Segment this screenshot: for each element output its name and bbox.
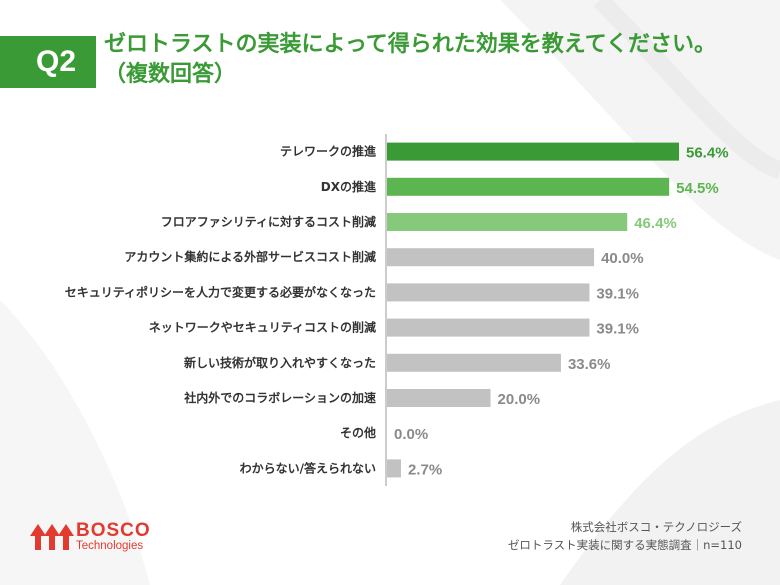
- source-note: 株式会社ボスコ・テクノロジーズ ゼロトラスト実装に関する実態調査｜n=110: [508, 518, 742, 554]
- bar: [387, 213, 628, 231]
- category-label: ネットワークやセキュリティコストの削減: [149, 320, 376, 335]
- title-line-1: ゼロトラストの実装によって得られた効果を教えてください。: [104, 32, 717, 57]
- bar: [387, 353, 561, 372]
- bar: [387, 248, 595, 267]
- category-label: フロアファシリティに対するコスト削減: [161, 214, 376, 229]
- bar: [387, 318, 590, 337]
- value-label: 33.6%: [568, 356, 611, 373]
- value-label: 46.4%: [634, 215, 677, 232]
- value-label: 20.0%: [498, 391, 541, 408]
- source-survey: ゼロトラスト実装に関する実態調査｜n=110: [507, 538, 742, 552]
- category-label: わからない/答えられない: [240, 460, 376, 475]
- value-label: 54.5%: [676, 180, 719, 197]
- page-title: ゼロトラストの実装によって得られた効果を教えてください。 （複数回答）: [104, 30, 764, 90]
- bar: [387, 177, 670, 196]
- value-label: 56.4%: [686, 145, 729, 162]
- category-label: テレワークの推進: [280, 144, 377, 159]
- bar: [387, 389, 491, 407]
- question-number: Q2: [36, 44, 83, 80]
- bar: [387, 142, 679, 161]
- category-label: その他: [340, 425, 376, 440]
- category-label: 社内外でのコラボレーションの加速: [183, 390, 376, 405]
- category-label: DXの推進: [321, 179, 377, 194]
- bar: [387, 459, 401, 478]
- category-label: セキュリティポリシーを人力で変更する必要がなくなった: [65, 284, 376, 299]
- logo-name: BOSCO: [76, 520, 151, 541]
- value-label: 40.0%: [601, 250, 644, 267]
- category-label: アカウント集約による外部サービスコスト削減: [124, 249, 376, 264]
- logo-subtitle: Technologies: [76, 540, 144, 552]
- value-label: 39.1%: [596, 285, 639, 302]
- value-label: 39.1%: [596, 321, 639, 338]
- value-label: 2.7%: [408, 461, 442, 478]
- bosco-logo-icon: [30, 524, 74, 550]
- title-line-2: （複数回答）: [104, 62, 237, 87]
- source-company: 株式会社ボスコ・テクノロジーズ: [570, 520, 742, 534]
- value-label: 0.0%: [394, 426, 428, 443]
- category-label: 新しい技術が取り入れやすくなった: [184, 355, 376, 370]
- bar: [387, 283, 590, 302]
